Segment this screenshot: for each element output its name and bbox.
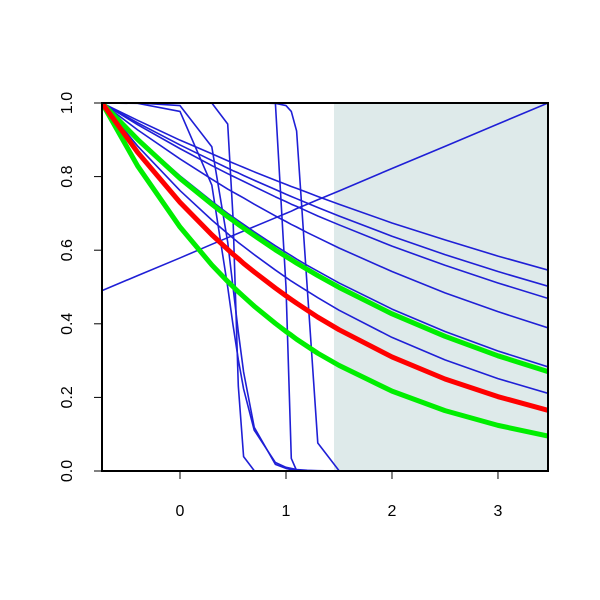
x-tick-label: 2	[388, 503, 397, 520]
series-line	[102, 103, 548, 471]
y-tick-label: 0.2	[59, 386, 76, 408]
shaded-region	[334, 103, 548, 471]
x-tick-label: 1	[282, 503, 291, 520]
series-line	[102, 103, 548, 471]
series-line	[102, 103, 548, 395]
series-line	[102, 103, 548, 439]
series-line	[102, 103, 548, 292]
plot-area	[102, 103, 548, 471]
y-tick-label: 0.4	[59, 313, 76, 335]
series-line	[102, 103, 548, 471]
x-tick-label: 3	[494, 503, 503, 520]
y-tick-label: 0.8	[59, 165, 76, 187]
series-line	[102, 103, 548, 329]
y-tick-label: 1.0	[59, 92, 76, 114]
series-line	[102, 103, 548, 375]
series-line	[102, 103, 548, 471]
series-line	[102, 103, 548, 413]
y-tick-label: 0.0	[59, 460, 76, 482]
y-tick-label: 0.6	[59, 239, 76, 261]
plot-frame	[101, 102, 549, 472]
x-tick-label: 0	[176, 503, 185, 520]
